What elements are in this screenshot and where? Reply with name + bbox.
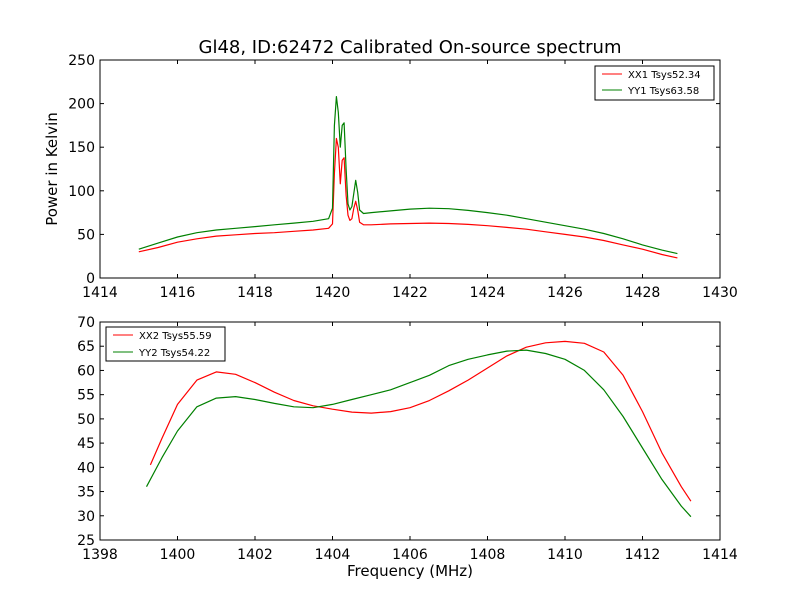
y-tick-label: 65 [77, 339, 95, 355]
y-tick-label: 40 [77, 460, 95, 476]
y-tick-label: 55 [77, 388, 95, 404]
x-tick-label: 1410 [547, 547, 583, 563]
bottom-plot-frame [99, 321, 721, 541]
top-legend-label-xx1: XX1 Tsys52.34 [628, 70, 701, 81]
x-tick-label: 1430 [702, 285, 738, 301]
y-tick-label: 150 [68, 140, 95, 156]
top-series-lines [138, 95, 678, 259]
bottom-legend: XX2 Tsys55.59 YY2 Tsys54.22 [105, 326, 226, 362]
y-tick-label: 25 [77, 533, 95, 549]
bottom-series-lines [145, 340, 692, 518]
y-tick-label: 50 [77, 227, 95, 243]
x-tick-label: 1424 [470, 285, 506, 301]
x-tick-label: 1414 [702, 547, 738, 563]
bottom-x-axis-label: Frequency (MHz) [347, 562, 473, 580]
x-tick-label: 1398 [82, 547, 118, 563]
x-tick-label: 1418 [237, 285, 273, 301]
top-legend-label-yy1: YY1 Tsys63.58 [627, 86, 699, 97]
y-tick-label: 60 [77, 363, 95, 379]
top-x-ticks: 1414 1416 1418 1420 1422 1424 1426 1428 1430 [82, 60, 738, 301]
series-line-xx1 [138, 137, 678, 259]
bottom-legend-box [105, 326, 226, 362]
x-tick-label: 1402 [237, 547, 273, 563]
x-tick-label: 1404 [315, 547, 351, 563]
x-tick-label: 1420 [315, 285, 351, 301]
x-tick-label: 1422 [392, 285, 428, 301]
x-tick-label: 1416 [160, 285, 196, 301]
x-tick-label: 1408 [470, 547, 506, 563]
top-legend: XX1 Tsys52.34 YY1 Tsys63.58 [594, 65, 715, 101]
x-tick-label: 1412 [625, 547, 661, 563]
y-tick-label: 100 [68, 184, 95, 200]
top-legend-box [594, 65, 715, 101]
series-line-xx2 [149, 340, 692, 502]
series-line-yy2 [145, 349, 692, 518]
bottom-legend-label-yy2: YY2 Tsys54.22 [138, 348, 210, 359]
bottom-panel: Frequency (MHz) 1398 1400 1402 1404 1406 1408… [77, 315, 738, 580]
series-line-yy1 [138, 95, 678, 255]
top-y-ticks: 0 50 100 150 200 250 [68, 53, 720, 287]
y-tick-label: 250 [68, 53, 95, 69]
y-tick-label: 45 [77, 436, 95, 452]
y-tick-label: 35 [77, 485, 95, 501]
x-tick-label: 1426 [547, 285, 583, 301]
y-tick-label: 0 [86, 271, 95, 287]
x-tick-label: 1428 [625, 285, 661, 301]
bottom-x-ticks: 1398 1400 1402 1404 1406 1408 1410 1412 1414 [82, 322, 738, 563]
bottom-y-ticks: 25 30 35 40 45 50 55 60 65 70 [77, 315, 720, 549]
y-tick-label: 50 [77, 412, 95, 428]
x-tick-label: 1400 [160, 547, 196, 563]
top-panel: Gl48, ID:62472 Calibrated On-source spec… [43, 37, 738, 301]
top-plot-frame [99, 59, 721, 279]
y-tick-label: 30 [77, 509, 95, 525]
x-tick-label: 1414 [82, 285, 118, 301]
y-tick-label: 200 [68, 97, 95, 113]
x-tick-label: 1406 [392, 547, 428, 563]
chart-title: Gl48, ID:62472 Calibrated On-source spec… [199, 37, 622, 58]
bottom-legend-label-xx2: XX2 Tsys55.59 [139, 331, 212, 342]
y-tick-label: 70 [77, 315, 95, 331]
top-y-axis-label: Power in Kelvin [43, 112, 61, 226]
